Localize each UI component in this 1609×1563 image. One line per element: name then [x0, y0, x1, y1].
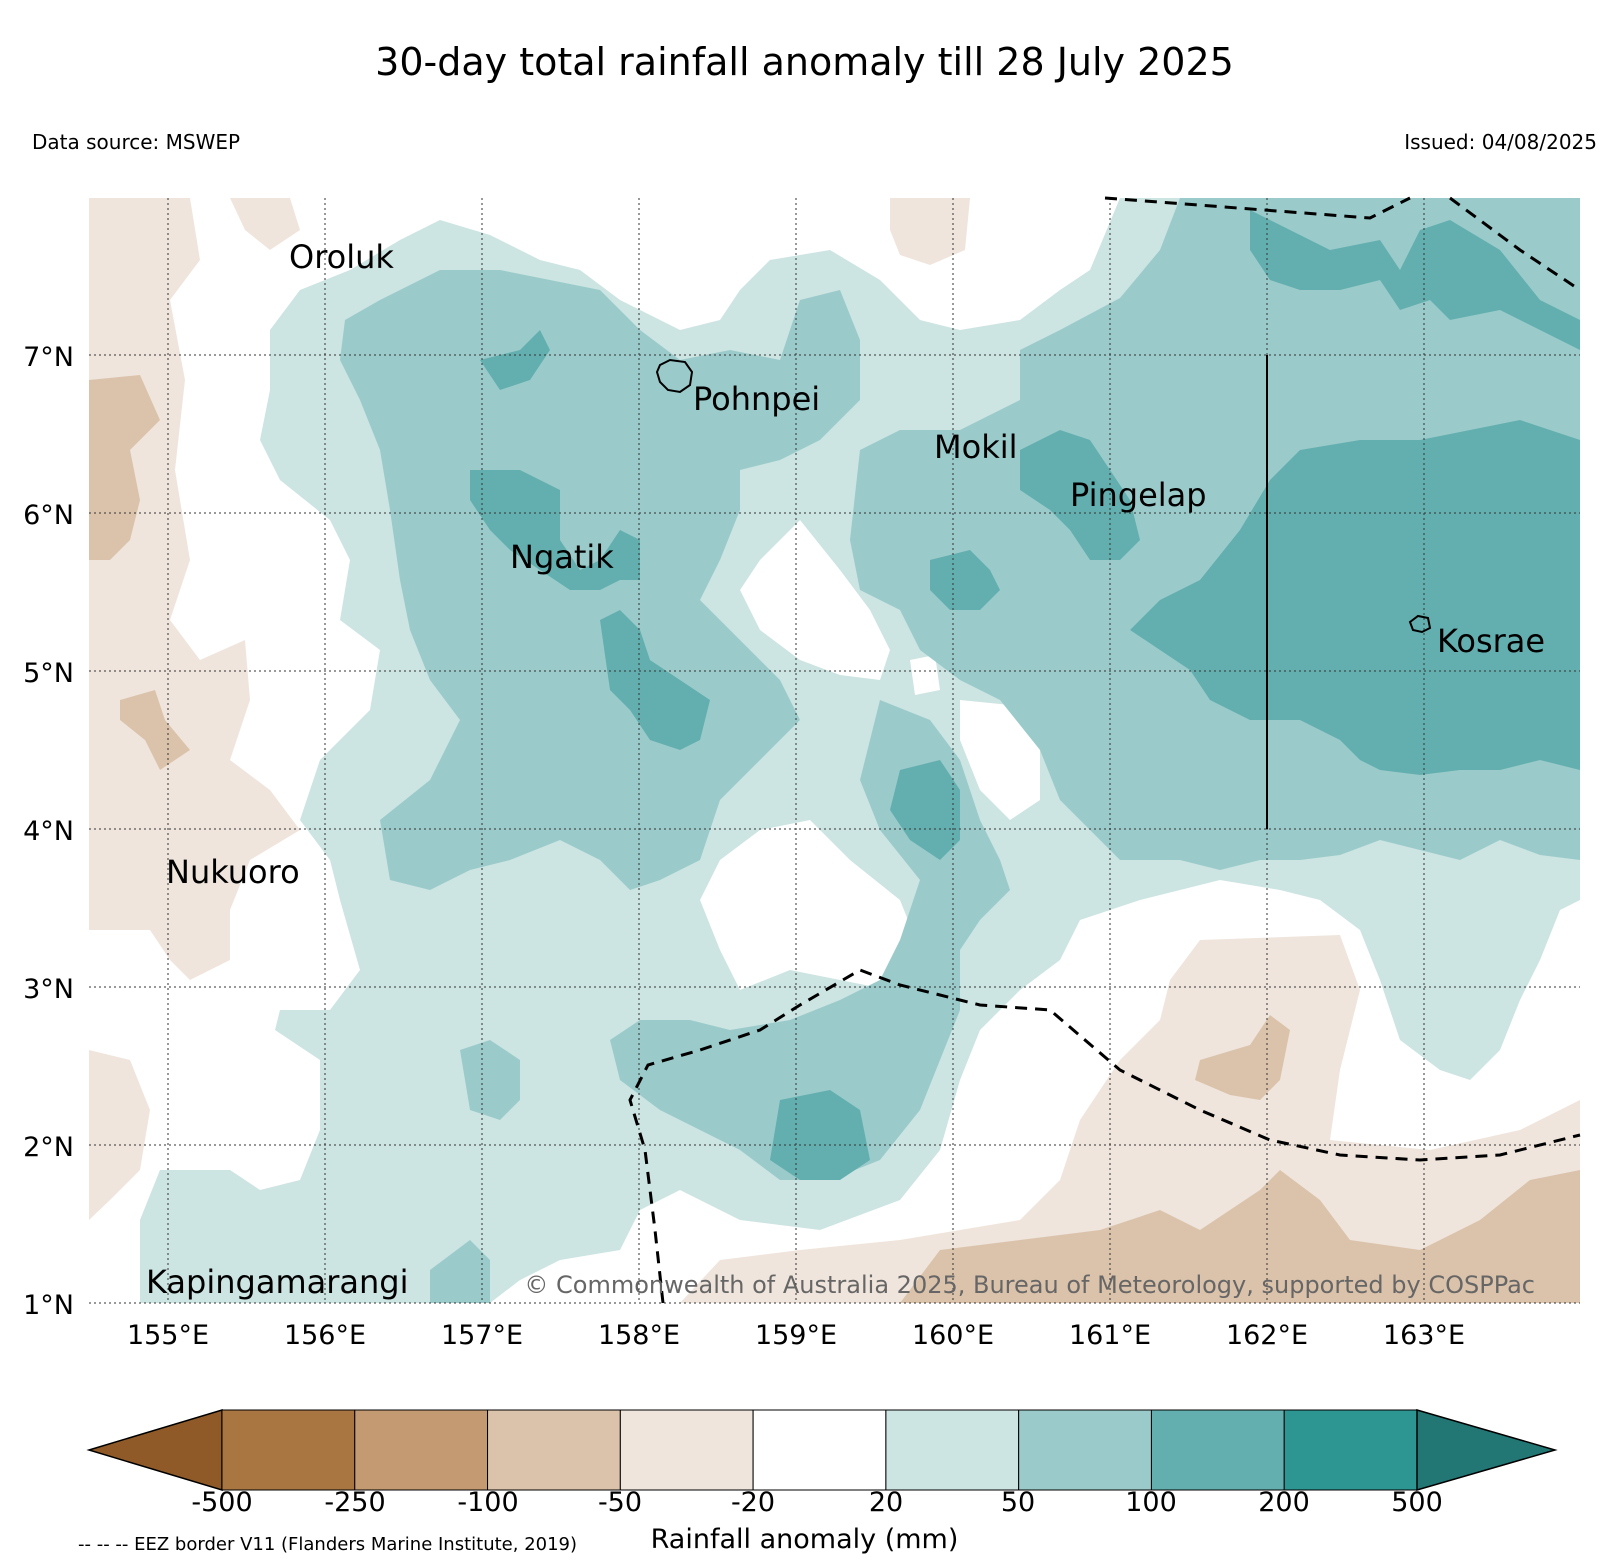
lon-tick-label: 161°E: [1069, 1320, 1151, 1351]
place-label-kosrae: Kosrae: [1437, 622, 1545, 660]
dry-hole-south-center: [700, 820, 920, 990]
lat-tick-label: 5°N: [23, 658, 74, 689]
wet-region-100-200-pingelap: [1020, 430, 1140, 560]
colorbar-tick-label: -20: [731, 1487, 775, 1518]
colorbar-segment: [1283, 1409, 1418, 1491]
lat-tick-label: 4°N: [23, 816, 74, 847]
colorbar-segment: [1018, 1409, 1152, 1491]
lon-tick-label: 157°E: [441, 1320, 523, 1351]
dry-region-southeast: [680, 935, 1580, 1303]
wet-region-100-200-mid: [600, 610, 710, 750]
wet-region-100-200-kosrae: [1130, 420, 1580, 775]
lon-tick-labels: 155°E 156°E 157°E 158°E 159°E 160°E 161°…: [127, 1320, 1465, 1351]
lon-tick-label: 160°E: [912, 1320, 994, 1351]
wet-region-100-200-mokil: [930, 550, 1000, 610]
data-source-label: Data source: MSWEP: [32, 130, 241, 154]
colorbar-segment: [1150, 1409, 1285, 1491]
lat-tick-label: 6°N: [23, 500, 74, 531]
lat-tick-label: 1°N: [23, 1290, 74, 1321]
colorbar-tick-label: 50: [1001, 1487, 1035, 1518]
lon-tick-label: 158°E: [598, 1320, 680, 1351]
lat-tick-label: 3°N: [23, 974, 74, 1005]
colorbar-tick-label: -100: [457, 1487, 518, 1518]
lon-tick-label: 159°E: [755, 1320, 837, 1351]
dry-hole-right: [960, 700, 1040, 820]
copyright-notice: © Commonwealth of Australia 2025, Bureau…: [524, 1271, 1535, 1299]
colorbar-extend-low: [86, 1408, 223, 1492]
wet-region-50-100-sw2: [460, 1040, 520, 1120]
wet-region-100-200-south: [770, 1090, 870, 1180]
colorbar-tick-label: -500: [191, 1487, 252, 1518]
colorbar-tick-label: 20: [869, 1487, 903, 1518]
colorbar-segment: [487, 1409, 621, 1491]
graticule: [89, 198, 1580, 1304]
dry-region-west-south: [120, 690, 190, 770]
colorbar-tick-labels: -500 -250 -100 -50 -20 20 50 100 200 500: [191, 1487, 1442, 1518]
eez-border: [628, 196, 1581, 1304]
lon-tick-label: 163°E: [1383, 1320, 1465, 1351]
issued-date: Issued: 04/08/2025: [1404, 130, 1597, 154]
map-title: 30-day total rainfall anomaly till 28 Ju…: [375, 40, 1234, 84]
lon-tick-label: 162°E: [1226, 1320, 1308, 1351]
colorbar-segment: [354, 1409, 489, 1491]
colorbar-segment: [885, 1409, 1020, 1491]
lat-tick-label: 2°N: [23, 1132, 74, 1163]
kosrae-island-outline: [1408, 614, 1432, 634]
place-label-ngatik: Ngatik: [510, 538, 614, 576]
colorbar-segment: [619, 1409, 754, 1491]
colorbar: [86, 1408, 1558, 1492]
lon-tick-label: 156°E: [284, 1320, 366, 1351]
dry-region-se-mid: [1195, 1015, 1290, 1100]
lat-tick-label: 7°N: [23, 342, 74, 373]
colorbar-tick-label: 500: [1391, 1487, 1443, 1518]
place-label-mokil: Mokil: [934, 428, 1018, 466]
dry-region-sw: [89, 1050, 150, 1220]
place-label-kapingamarangi: Kapingamarangi: [146, 1263, 408, 1301]
place-label-pohnpei: Pohnpei: [693, 380, 820, 418]
dry-region-north: [890, 198, 970, 265]
place-label-pingelap: Pingelap: [1070, 476, 1207, 514]
colorbar-tick-label: -250: [324, 1487, 385, 1518]
colorbar-extend-high: [1416, 1409, 1558, 1491]
colorbar-segment: [752, 1409, 887, 1491]
colorbar-tick-label: 100: [1125, 1487, 1177, 1518]
colorbar-tick-label: 200: [1258, 1487, 1310, 1518]
anomaly-field: [89, 198, 1580, 1303]
eez-border-legend: -- -- -- EEZ border V11 (Flanders Marine…: [78, 1534, 578, 1555]
wet-region-100-200-ngatik: [470, 470, 640, 590]
lat-tick-labels: 7°N 6°N 5°N 4°N 3°N 2°N 1°N: [23, 342, 74, 1321]
colorbar-segment: [221, 1409, 356, 1491]
wet-region-50-100-sw: [430, 1240, 490, 1303]
dry-region-north-small: [230, 198, 300, 250]
dry-region-west-mid: [89, 375, 160, 560]
lon-tick-label: 155°E: [127, 1320, 209, 1351]
dry-hole-center: [740, 520, 890, 680]
wet-region-100-200-north: [480, 330, 550, 390]
colorbar-tick-label: -50: [598, 1487, 642, 1518]
wet-region-100-200-ne: [1250, 210, 1580, 350]
place-label-oroluk: Oroluk: [289, 238, 394, 276]
wet-region-100-200-center: [890, 760, 960, 860]
dry-hole-mid-small: [910, 655, 940, 695]
place-label-nukuoro: Nukuoro: [166, 853, 300, 891]
colorbar-label: Rainfall anomaly (mm): [650, 1524, 959, 1555]
pohnpei-island-outline: [655, 358, 694, 394]
dry-region-se-south: [900, 1170, 1580, 1303]
